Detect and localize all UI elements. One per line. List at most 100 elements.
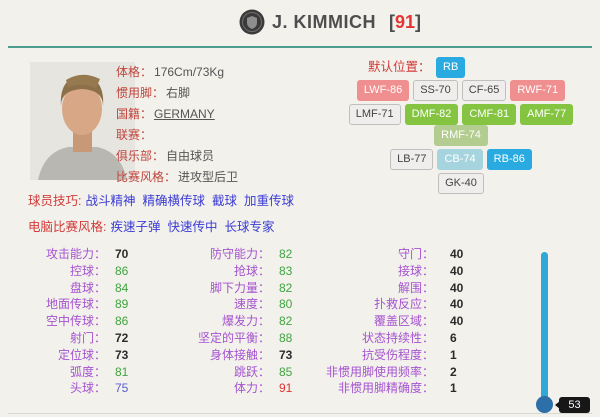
slider-value-tooltip: 53 [555,397,590,413]
stat-label: 状态持续性： [361,330,434,345]
stat-label: 弧度： [69,364,106,379]
stat-value: 70 [115,247,129,261]
info-label: 比赛风格： [116,170,177,184]
com-style-link[interactable]: 疾速子弹 [110,220,161,234]
position-badge: DMF-82 [404,104,459,125]
skill-link[interactable]: 加重传球 [244,194,295,208]
stat-value: 85 [279,364,293,379]
stat-value: 82 [279,247,293,261]
skill-link[interactable]: 战斗精神 [85,194,136,208]
stat-value: 73 [279,347,293,362]
info-list: 体格： 176Cm/73Kg 惯用脚： 右脚 国籍： GERMANY 联赛： 俱乐部： 自由球员… [116,62,331,188]
stat-row: 非惯用脚精确度： 1 [322,380,463,397]
stat-label: 扑救反应： [373,297,434,312]
info-row: 联赛： [116,125,331,146]
stat-value: 6 [450,330,457,345]
com-style-link[interactable]: 长球专家 [224,220,275,234]
rating-bracket-open: [ [388,11,395,32]
stat-value: 88 [279,330,293,345]
player-photo [30,62,135,180]
stats-column-attack: 攻击能力： 70 控球： 86 盘球： 84 地面传球： 89 空中传球： 86 射门： 72 定位球：… [10,246,128,397]
stat-label: 体力： [233,381,270,396]
default-position-label: 默认位置： [368,60,431,74]
stat-value: 1 [450,347,457,362]
player-name: J. KIMMICH [271,11,376,32]
position-badge: AMF-77 [520,104,574,125]
stat-value: 40 [450,263,464,278]
player-rating: [91] [389,12,421,33]
stat-row: 控球： 86 [10,263,128,280]
info-label: 俱乐部： [116,149,165,163]
stat-label: 身体接触： [209,347,270,362]
position-badge: LWF-86 [356,80,410,101]
stat-row: 脚下力量： 82 [160,280,292,297]
stat-value: 40 [450,297,464,312]
stat-value: 81 [115,364,129,379]
stat-value: 2 [450,364,457,379]
stat-label: 射门： [69,330,106,345]
info-label: 体格： [116,65,153,79]
stat-value: 40 [450,280,464,295]
position-badge: RWF-71 [510,80,566,101]
skill-link[interactable]: 精确横传球 [142,194,206,208]
stat-row: 头球： 75 [10,380,128,397]
info-label: 惯用脚： [116,86,165,100]
stat-label: 抢球： [233,263,270,278]
stat-row: 弧度： 81 [10,364,128,381]
stat-value: 40 [450,247,464,261]
stat-row: 解围： 40 [322,280,463,297]
stat-label: 解围： [397,280,434,295]
position-badge: LB-77 [390,149,434,170]
stat-label: 非惯用脚使用频率： [325,364,434,379]
stat-label: 地面传球： [45,297,106,312]
info-label: 联赛： [116,128,153,142]
stat-value: 1 [450,381,457,396]
info-value: 自由球员 [166,149,215,163]
stat-row: 射门： 72 [10,330,128,347]
info-row: 比赛风格： 进攻型后卫 [116,167,331,188]
stat-value: 91 [279,381,293,396]
header-divider [8,46,592,48]
stat-row: 防守能力： 82 [160,246,292,263]
stat-value: 73 [115,347,129,362]
stat-label: 速度： [233,297,270,312]
stat-row: 定位球： 73 [10,347,128,364]
stat-row: 抢球： 83 [160,263,292,280]
com-styles-row: 电脑比赛风格: 疾速子弹 快速传中 长球专家 [28,216,282,235]
skill-link[interactable]: 截球 [212,194,238,208]
stat-row: 坚定的平衡： 88 [160,330,292,347]
stat-row: 状态持续性： 6 [322,330,463,347]
stat-row: 爆发力： 82 [160,313,292,330]
stat-value: 83 [279,263,293,278]
stat-label: 接球： [397,263,434,278]
position-row: LWF-86 SS-70 CF-65 RWF-71 [330,80,592,101]
nationality-link[interactable]: GERMANY [154,107,215,121]
stat-value: 80 [279,297,293,312]
stat-value: 40 [450,314,464,329]
stat-value: 86 [115,263,129,278]
stat-label: 爆发力： [221,314,270,329]
stat-row: 接球： 40 [322,263,463,280]
stat-row: 身体接触： 73 [160,347,292,364]
stat-value: 82 [279,314,293,329]
vertical-slider-handle[interactable] [536,396,553,413]
vertical-slider-track[interactable] [541,252,548,402]
info-row: 体格： 176Cm/73Kg [116,62,331,83]
stat-row: 守门： 40 [322,246,463,263]
stat-row: 盘球： 84 [10,280,128,297]
com-styles-links: 疾速子弹 快速传中 长球专家 [110,220,281,234]
stat-label: 抗受伤程度： [361,347,434,362]
position-badge: CB-74 [437,149,483,170]
position-badge: CF-65 [461,80,507,101]
com-style-link[interactable]: 快速传中 [167,220,218,234]
stat-row: 地面传球： 89 [10,296,128,313]
stat-label: 防守能力： [209,247,270,261]
positions-grid: LWF-86 SS-70 CF-65 RWF-71 LMF-71 DMF-82 CMF-81… [330,80,592,197]
position-row: LMF-71 DMF-82 CMF-81 AMF-77 RMF-74 [330,104,592,146]
stats-column-defense: 防守能力： 82 抢球： 83 脚下力量： 82 速度： 80 爆发力： 82 坚定的平衡： 88 身体… [160,246,292,397]
info-row: 国籍： GERMANY [116,104,331,125]
info-row: 俱乐部： 自由球员 [116,146,331,167]
stat-row: 攻击能力： 70 [10,246,128,263]
info-value: 进攻型后卫 [178,170,239,184]
